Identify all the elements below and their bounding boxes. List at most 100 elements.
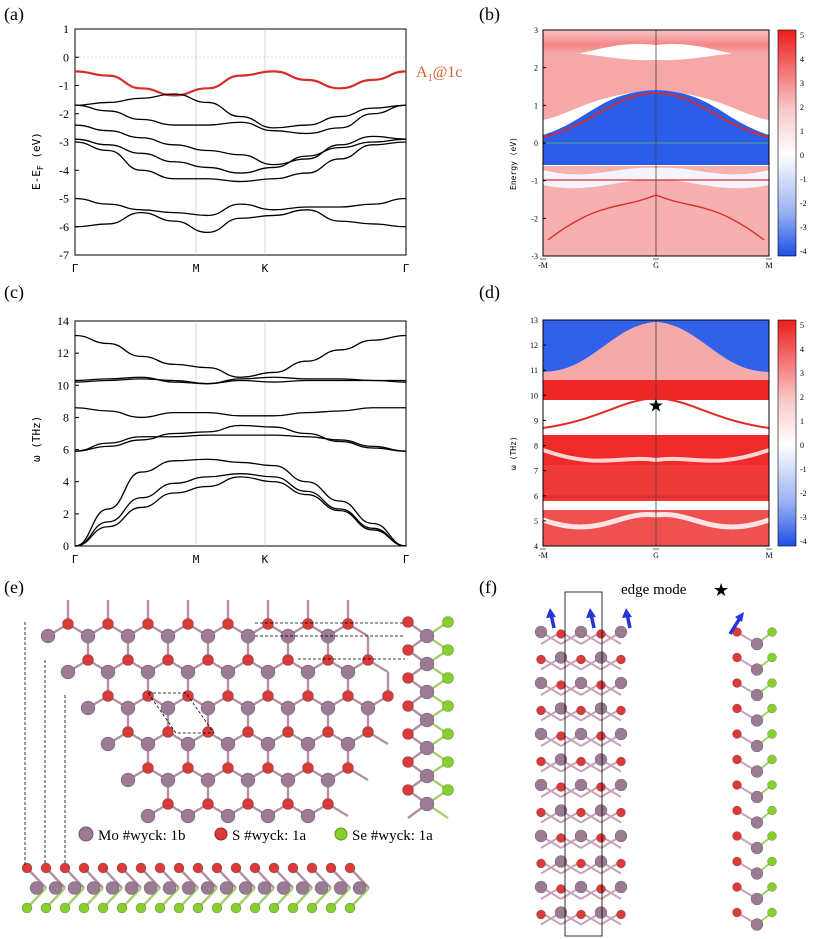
f-side-se-atom xyxy=(767,678,777,688)
e-mo-atom xyxy=(220,736,236,752)
d-cbtick-2: 3 xyxy=(800,369,804,378)
a-ytick-label-6: -5 xyxy=(59,192,69,206)
panel-d-yticks: 13 12 11 10 9 8 7 6 5 4 xyxy=(530,316,546,551)
panel-f-ribbon-cell xyxy=(564,591,603,937)
e-s-atom xyxy=(102,690,114,702)
e-side-mo-atom xyxy=(419,656,435,672)
f-side-mo-atom xyxy=(750,688,764,702)
c-ytick-label-3: 8 xyxy=(63,410,69,424)
e-s-atom xyxy=(202,654,214,666)
e-bottom-mo-atom xyxy=(86,881,101,895)
f-s-atom xyxy=(616,705,626,716)
a-band-1 xyxy=(74,93,407,129)
panel-d-colorbar xyxy=(777,319,797,547)
e-side-se-atom xyxy=(442,728,454,740)
e-mo-atom xyxy=(80,628,96,644)
e-mo-atom xyxy=(140,808,156,824)
f-mo-atom xyxy=(614,727,628,741)
d-cbtick-0: 5 xyxy=(800,321,804,330)
e-s-atom xyxy=(362,654,374,666)
f-s-atom xyxy=(616,858,626,869)
f-s-atom xyxy=(556,731,566,741)
f-side-se-atom xyxy=(767,627,777,637)
e-side-mo-atom xyxy=(419,740,435,756)
e-bottom-se-atom xyxy=(249,902,261,914)
e-mo-atom xyxy=(180,736,196,752)
e-bottom-se-atom xyxy=(135,902,147,914)
e-bottom-se-atom xyxy=(59,902,71,914)
e-side-s-atom xyxy=(402,644,414,656)
e-mo-atom xyxy=(60,664,76,680)
panel-label-e: (e) xyxy=(4,577,24,598)
e-bottom-s-atom xyxy=(230,862,242,874)
panel-c: 14 12 10 8 6 4 2 0 Γ M K Γ ω (THz) xyxy=(30,314,410,566)
e-s-atom xyxy=(242,654,254,666)
f-side-mo-atom xyxy=(750,892,764,906)
e-s-atom xyxy=(142,762,154,774)
a-xtick-label-2: K xyxy=(262,262,269,275)
f-side-se-atom xyxy=(767,907,777,918)
f-side-s-atom xyxy=(732,754,742,765)
a-xtick-label-3: Γ xyxy=(403,262,410,275)
e-bottom-s-atom xyxy=(154,862,166,874)
f-mo-atom xyxy=(554,855,568,868)
e-side-s-atom xyxy=(402,784,414,796)
b-cbtick-6: -1 xyxy=(800,175,807,184)
f-s-atom xyxy=(576,654,586,665)
e-bottom-se-atom xyxy=(116,902,128,914)
f-mo-atom xyxy=(534,829,548,843)
c-band-4 xyxy=(74,424,407,452)
f-side-se-atom xyxy=(767,652,777,663)
e-bottom-mo-atom xyxy=(29,881,44,895)
e-bottom-se-atom xyxy=(154,902,166,914)
e-bottom-mo-atom xyxy=(295,881,310,895)
f-side-se-atom xyxy=(767,805,777,816)
f-side-se-atom xyxy=(767,780,777,790)
c-ytick-label-0: 14 xyxy=(57,314,69,328)
c-ytick-label-6: 2 xyxy=(63,507,69,521)
panel-d-top-gap xyxy=(543,320,769,372)
a-band-2 xyxy=(74,104,407,135)
e-s-atom xyxy=(142,618,154,630)
e-s-atom xyxy=(242,726,254,738)
f-mo-atom xyxy=(574,625,588,639)
f-mo-atom xyxy=(594,855,608,868)
f-s-atom xyxy=(616,807,626,818)
panel-c-yticks: 14 12 10 8 6 4 2 0 xyxy=(57,314,79,553)
e-side-s-atom xyxy=(402,616,414,628)
e-mo-atom xyxy=(200,700,216,716)
panel-b-colorbar-ticks: 5 4 3 2 1 0 -1 -2 -3 -4 xyxy=(800,31,807,256)
d-cbtick-4: 1 xyxy=(800,417,804,426)
e-side-mo-atom xyxy=(419,628,435,644)
e-mo-atom xyxy=(120,628,136,644)
e-bottom-mo-atom xyxy=(333,881,348,895)
f-mo-atom xyxy=(594,651,608,664)
panel-b-xticks: -M G M xyxy=(538,258,773,270)
e-bottom-s-atom xyxy=(306,862,318,874)
b-cbtick-0: 5 xyxy=(800,31,804,40)
e-bottom-s-atom xyxy=(40,862,52,874)
e-bottom-s-atom xyxy=(173,862,185,874)
e-side-se-atom xyxy=(442,672,454,684)
f-s-atom xyxy=(536,705,546,716)
a-band-5 xyxy=(74,141,407,183)
e-s-atom xyxy=(82,654,94,666)
d-cbtick-9: -4 xyxy=(800,537,807,546)
e-mo-atom xyxy=(160,628,176,644)
f-s-atom xyxy=(576,909,586,920)
e-side-mo-atom xyxy=(419,796,435,812)
legend-se-label: Se #wyck: 1a xyxy=(352,828,433,844)
panel-d-star: ★ xyxy=(648,395,664,416)
e-mo-atom xyxy=(300,808,316,824)
f-side-s-atom xyxy=(732,703,742,714)
c-xtick-label-0: Γ xyxy=(72,553,79,566)
panel-e-unit-cell xyxy=(147,692,215,734)
f-mo-atom xyxy=(614,880,628,894)
e-mo-atom xyxy=(240,772,256,788)
e-bottom-se-atom xyxy=(325,902,337,914)
f-mo-atom xyxy=(614,829,628,843)
panel-d-ylabel: ω (THz) xyxy=(509,436,518,470)
c-ytick-label-7: 0 xyxy=(63,539,69,553)
f-s-atom xyxy=(616,756,626,767)
